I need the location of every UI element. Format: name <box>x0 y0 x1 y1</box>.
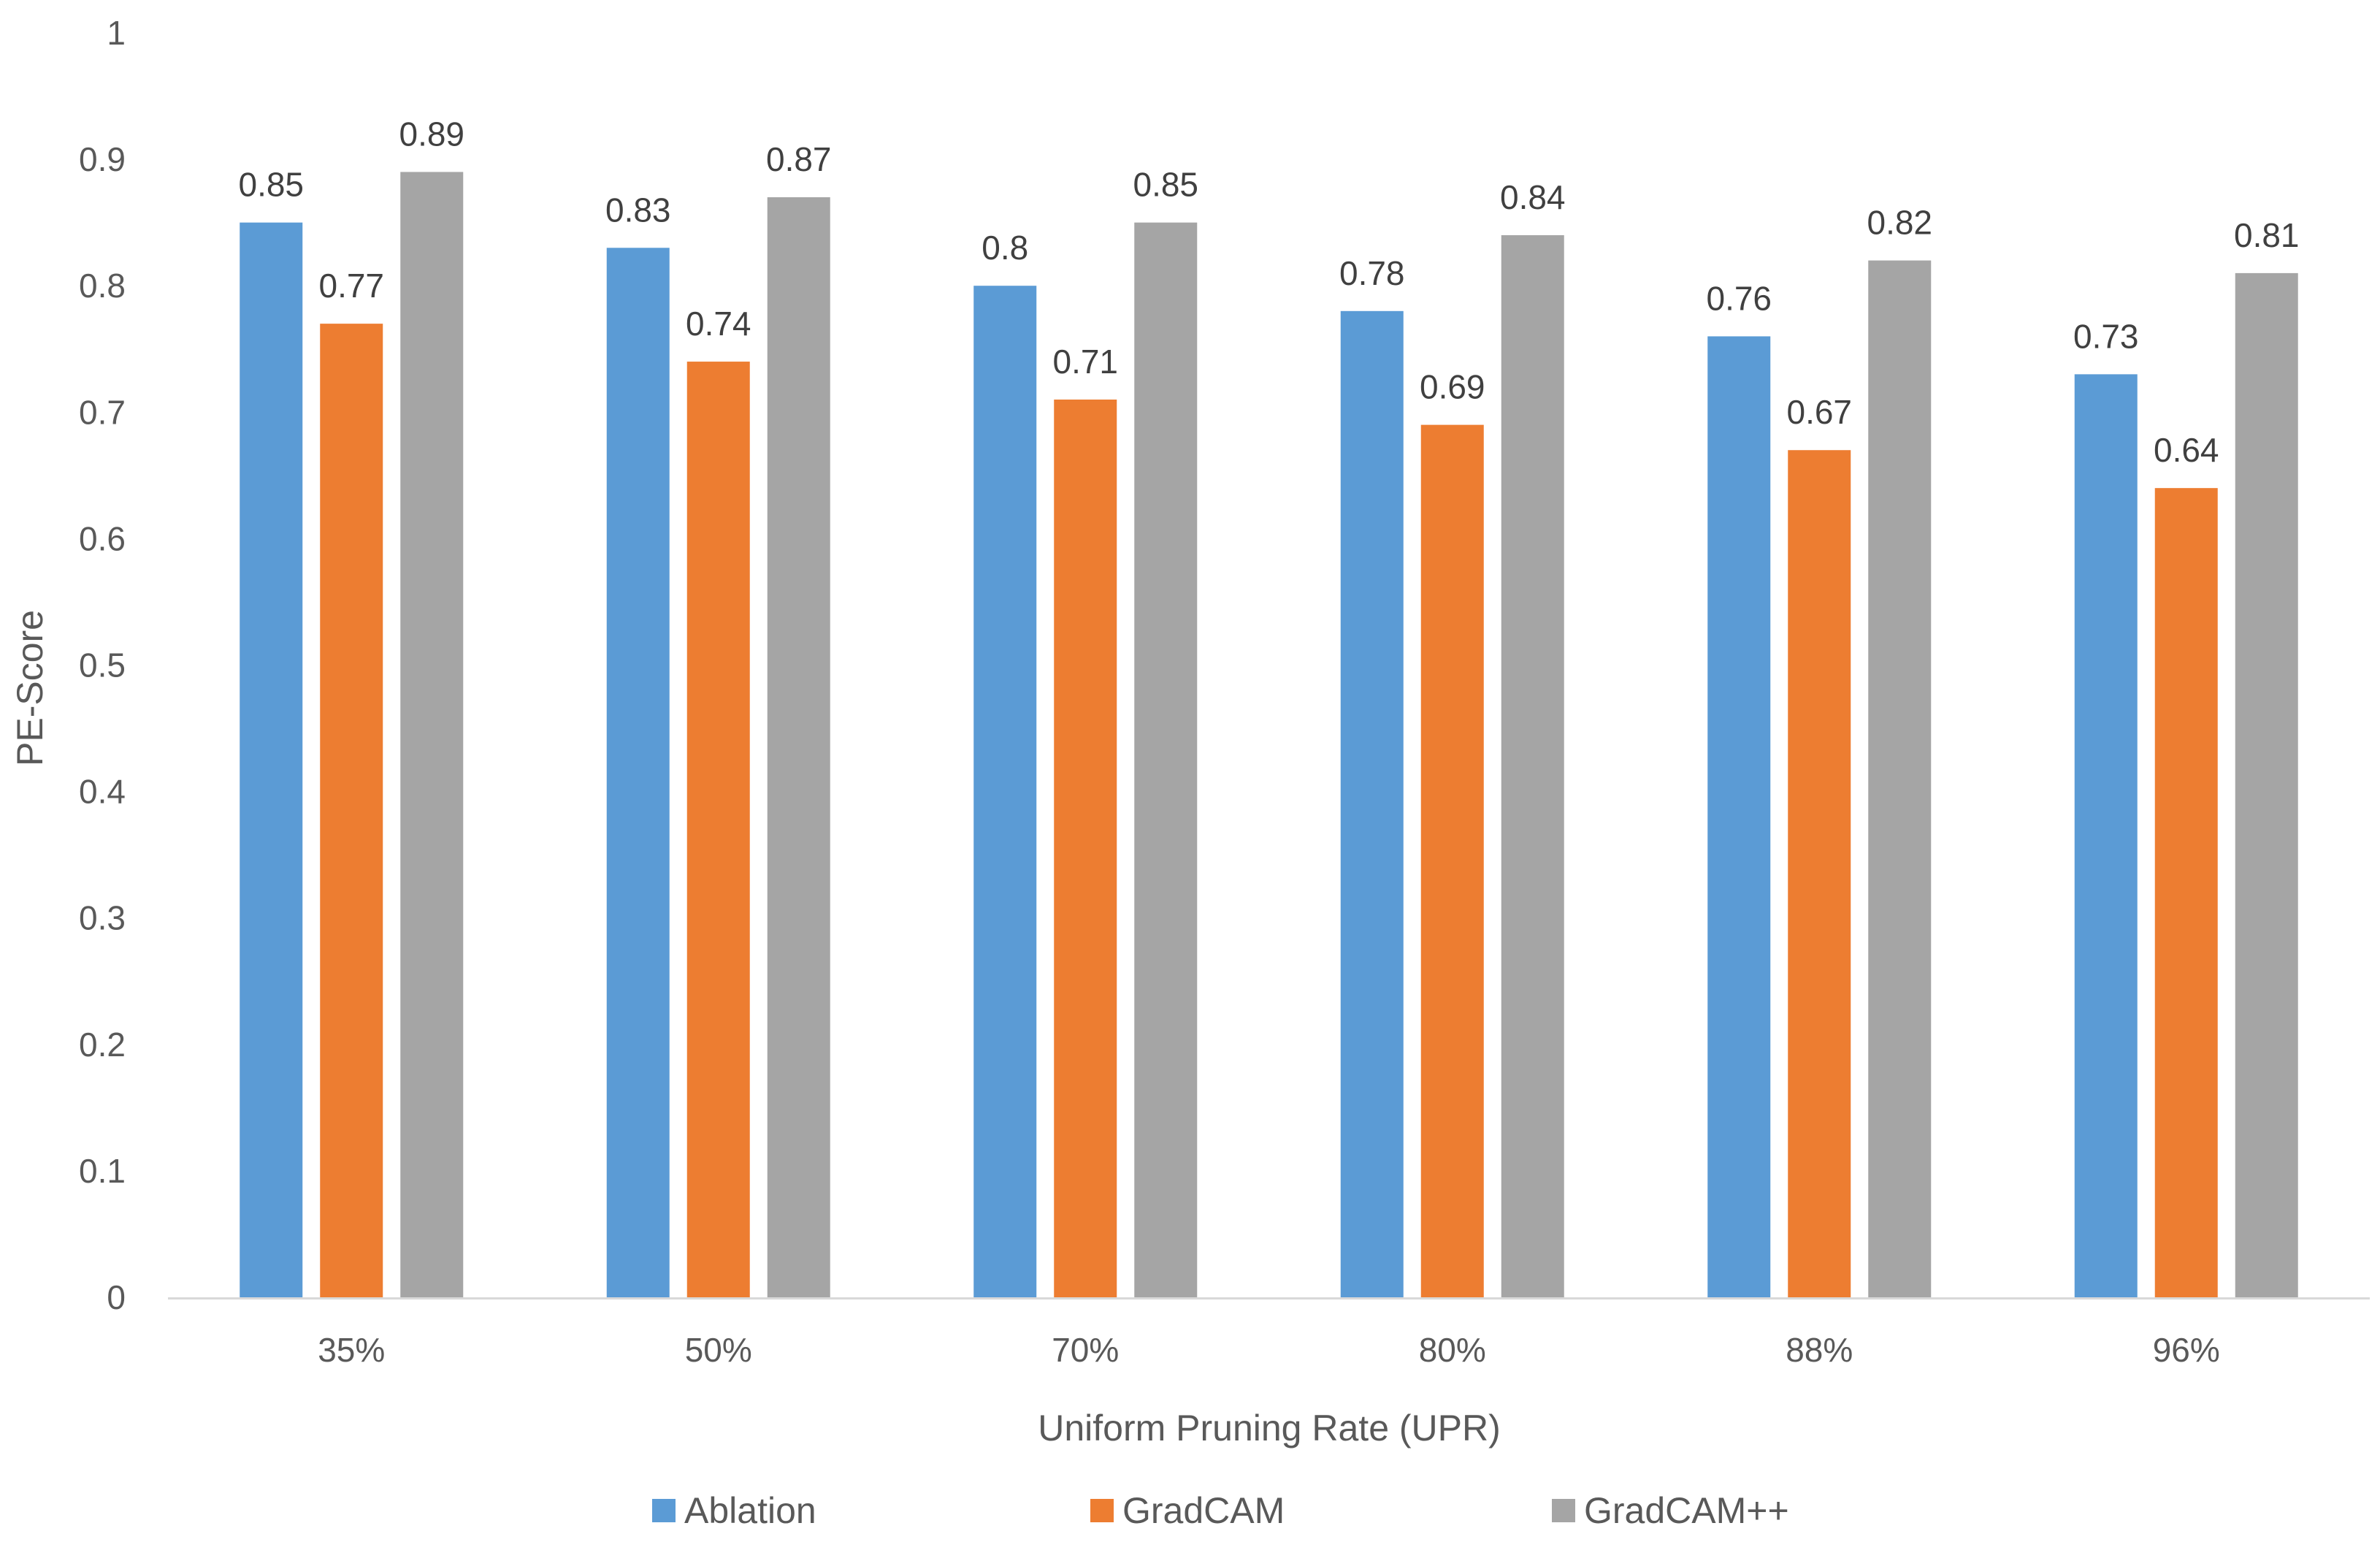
bar-gradcamplusplus-2 <box>1134 222 1198 1297</box>
bar-gradcam-1 <box>686 362 750 1297</box>
data-label: 0.71 <box>1052 343 1118 381</box>
y-tick-label: 0 <box>107 1278 126 1316</box>
y-tick-label: 0.6 <box>79 519 126 557</box>
bar-gradcam-3 <box>1420 424 1484 1297</box>
bar-ablation-3 <box>1340 310 1404 1297</box>
y-tick-label: 1 <box>107 14 126 52</box>
legend: Ablation GradCAM GradCAM++ <box>652 1490 1789 1531</box>
y-tick-label: 0.5 <box>79 646 126 684</box>
bar-gradcam-5 <box>2154 488 2218 1298</box>
bar-ablation-5 <box>2074 374 2138 1297</box>
y-tick-label: 0.8 <box>79 267 126 305</box>
legend-swatch-gradcam <box>1090 1499 1114 1522</box>
legend-label: GradCAM <box>1122 1490 1285 1531</box>
data-label: 0.81 <box>2234 216 2300 254</box>
data-label: 0.8 <box>982 229 1028 267</box>
x-tick-label: 35% <box>318 1331 385 1369</box>
data-label: 0.64 <box>2154 431 2219 469</box>
x-tick-label: 96% <box>2153 1331 2220 1369</box>
x-tick-label: 70% <box>1052 1331 1119 1369</box>
bar-gradcamplusplus-3 <box>1501 234 1564 1298</box>
bar-gradcamplusplus-1 <box>767 197 830 1297</box>
bar-gradcam-4 <box>1788 450 1851 1297</box>
bar-ablation-1 <box>606 248 670 1297</box>
legend-label: Ablation <box>684 1490 816 1531</box>
data-label: 0.84 <box>1500 178 1566 216</box>
bar-gradcamplusplus-4 <box>1868 260 1932 1298</box>
bar-gradcam-0 <box>320 324 383 1297</box>
bar-gradcam-2 <box>1054 399 1117 1297</box>
y-tick-label: 0.4 <box>79 773 126 811</box>
data-label: 0.77 <box>318 267 384 305</box>
y-axis-ticks: 0 0.1 0.2 0.3 0.4 0.5 0.6 0.7 0.8 0.9 1 <box>79 14 126 1316</box>
data-label: 0.87 <box>766 140 832 178</box>
data-label: 0.73 <box>2073 317 2139 355</box>
x-axis-ticks: 35% 50% 70% 80% 88% 96% <box>318 1331 2220 1369</box>
data-label: 0.74 <box>686 305 751 343</box>
data-label: 0.69 <box>1420 368 1485 406</box>
x-tick-label: 80% <box>1419 1331 1486 1369</box>
bar-ablation-2 <box>973 286 1037 1298</box>
data-label: 0.83 <box>605 191 671 229</box>
bar-gradcamplusplus-0 <box>400 172 464 1297</box>
bar-gradcamplusplus-5 <box>2235 272 2298 1297</box>
data-label: 0.89 <box>399 115 464 153</box>
data-label: 0.85 <box>238 166 304 204</box>
legend-swatch-ablation <box>652 1499 676 1522</box>
bars <box>240 172 2298 1298</box>
x-axis-title: Uniform Pruning Rate (UPR) <box>1038 1408 1501 1449</box>
y-tick-label: 0.9 <box>79 140 126 178</box>
y-tick-label: 0.3 <box>79 899 126 937</box>
y-axis-title: PE-Score <box>9 610 50 766</box>
legend-swatch-gradcamplusplus <box>1552 1499 1575 1522</box>
legend-label: GradCAM++ <box>1584 1490 1789 1531</box>
data-label: 0.78 <box>1339 254 1405 292</box>
bar-ablation-0 <box>240 222 303 1297</box>
data-label: 0.67 <box>1786 393 1852 431</box>
y-tick-label: 0.1 <box>79 1152 126 1190</box>
data-labels: 0.85 0.77 0.89 0.83 0.74 0.87 0.8 0.71 0.85 0.78 0… <box>238 115 2299 469</box>
y-tick-label: 0.2 <box>79 1026 126 1064</box>
y-tick-label: 0.7 <box>79 393 126 431</box>
data-label: 0.82 <box>1867 204 1932 242</box>
x-tick-label: 88% <box>1786 1331 1853 1369</box>
x-tick-label: 50% <box>685 1331 752 1369</box>
bar-ablation-4 <box>1707 336 1771 1298</box>
data-label: 0.76 <box>1706 279 1772 317</box>
data-label: 0.85 <box>1133 166 1198 204</box>
